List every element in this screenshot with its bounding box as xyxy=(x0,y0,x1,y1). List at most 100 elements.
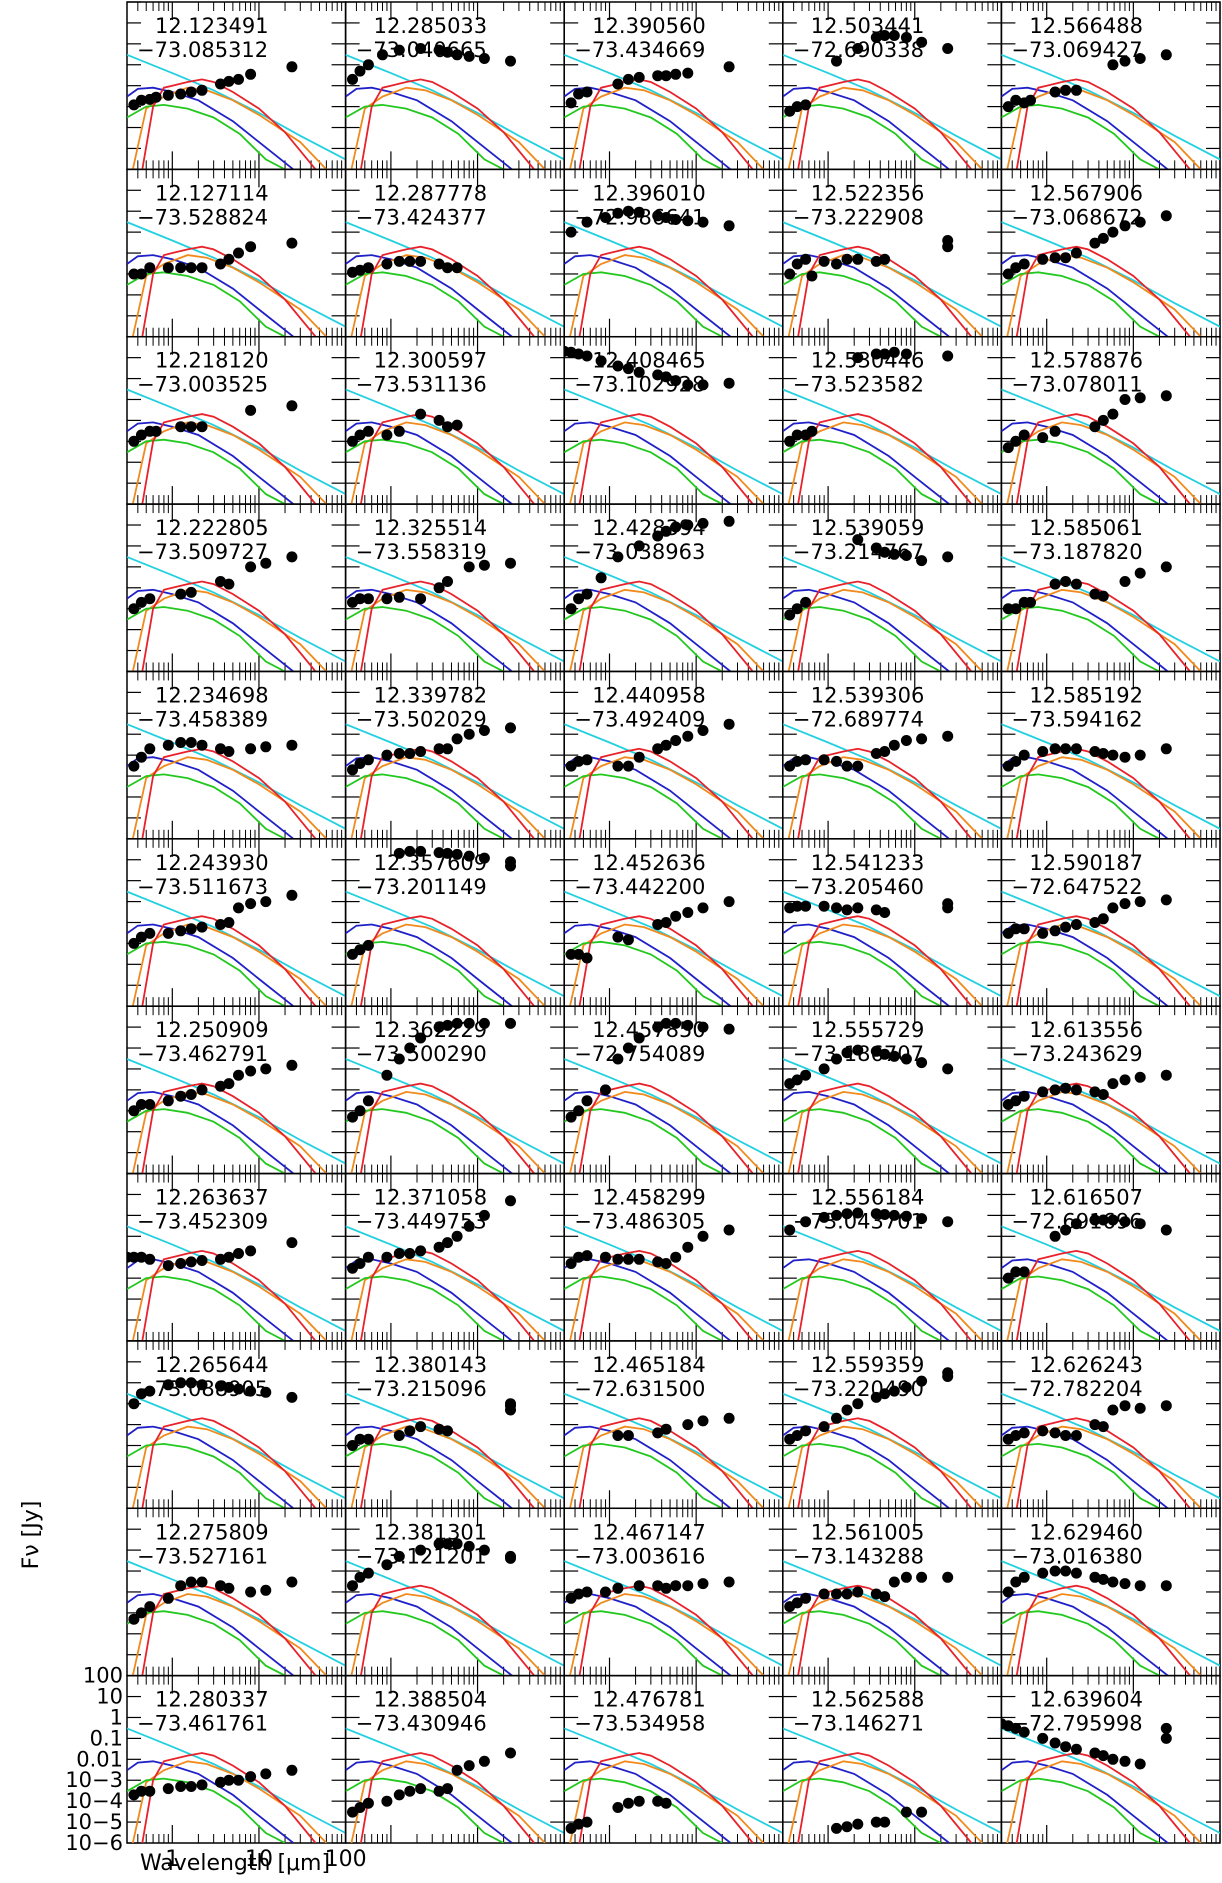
panel-ra-label: 12.287778 xyxy=(374,181,488,205)
data-point xyxy=(144,743,156,755)
data-point xyxy=(478,1755,490,1767)
model-curve-green xyxy=(1001,1442,1160,1509)
data-points xyxy=(565,1017,735,1123)
sed-panel: 12.265644−73.088905 xyxy=(126,1340,347,1510)
data-point xyxy=(286,1237,298,1249)
data-point xyxy=(150,425,162,437)
data-point xyxy=(633,71,645,83)
data-point xyxy=(888,1209,900,1221)
model-curve-blue xyxy=(345,923,513,1007)
model-curve-green xyxy=(1001,1275,1160,1341)
data-point xyxy=(215,1380,226,1392)
data-point xyxy=(697,1230,709,1242)
panel-ra-label: 12.503441 xyxy=(811,14,925,38)
panel-ra-label: 12.590187 xyxy=(1029,851,1143,875)
data-point xyxy=(652,743,664,755)
sed-panel: 12.539059−73.214767 xyxy=(782,503,1003,673)
data-point xyxy=(633,1795,645,1807)
model-curve-red xyxy=(797,78,973,170)
model-curve-blue xyxy=(782,86,950,170)
panel-dec-label: −73.531136 xyxy=(356,373,487,397)
data-point xyxy=(1107,1078,1119,1090)
sed-panel: 12.285033−73.040665 xyxy=(344,1,565,171)
data-point xyxy=(633,751,645,763)
data-point xyxy=(565,603,577,615)
data-point xyxy=(135,268,147,280)
data-point xyxy=(723,61,735,73)
data-point xyxy=(185,1256,197,1268)
data-point xyxy=(1134,1580,1146,1592)
panel-dec-label: −73.085312 xyxy=(137,38,268,62)
data-point xyxy=(128,1613,140,1625)
data-points xyxy=(128,1377,298,1410)
data-point xyxy=(175,1090,187,1102)
model-curve-blue xyxy=(564,1593,732,1676)
panel-ra-label: 12.380143 xyxy=(374,1353,488,1377)
data-point xyxy=(415,845,427,857)
model-curves xyxy=(345,556,565,672)
model-curve-green xyxy=(782,940,942,1007)
model-curve-cyan xyxy=(127,53,346,161)
data-point xyxy=(682,379,694,391)
sed-panel: 12.362229−73.500290 xyxy=(344,1005,565,1175)
data-points xyxy=(347,1398,516,1451)
data-points xyxy=(347,43,516,85)
data-point xyxy=(404,1248,416,1259)
panel-dec-label: −73.434669 xyxy=(574,38,705,62)
sed-panel: 12.396010−72.986641 xyxy=(563,168,784,338)
sed-panel: 12.275809−73.527161 xyxy=(126,1507,347,1677)
data-point xyxy=(1060,576,1072,587)
data-point xyxy=(1134,53,1146,64)
model-curve-red xyxy=(797,1417,973,1509)
data-point xyxy=(581,1586,593,1598)
panel-ra-label: 12.567906 xyxy=(1029,181,1143,205)
panel-dec-label: −73.043701 xyxy=(793,1210,924,1234)
data-point xyxy=(831,55,842,67)
data-point xyxy=(652,1256,664,1268)
model-curve-blue xyxy=(127,588,294,672)
model-curve-cyan xyxy=(564,1225,783,1332)
data-point xyxy=(1060,84,1072,96)
data-point xyxy=(888,1050,900,1062)
model-curve-cyan xyxy=(345,221,565,328)
data-point xyxy=(573,948,585,960)
panel-dec-label: −73.509727 xyxy=(137,540,268,564)
model-curves xyxy=(782,1727,1002,1843)
data-point xyxy=(442,576,453,587)
data-point xyxy=(581,216,593,228)
data-points xyxy=(565,515,735,615)
model-curve-red xyxy=(578,915,754,1007)
model-curves xyxy=(345,1560,565,1676)
sed-panel: 12.371058−73.449753 xyxy=(344,1172,565,1342)
data-point xyxy=(852,1044,864,1056)
sed-panel: 12.555729−73.186707 xyxy=(782,1005,1003,1175)
data-point xyxy=(162,739,174,751)
data-point xyxy=(1010,923,1022,935)
data-point xyxy=(1037,1086,1049,1098)
data-point xyxy=(215,1080,226,1092)
model-curve-green xyxy=(564,1777,723,1843)
data-point xyxy=(888,548,900,560)
data-point xyxy=(1060,1430,1072,1441)
data-point xyxy=(381,429,393,441)
model-curves xyxy=(782,1225,1002,1341)
data-point xyxy=(1160,561,1172,573)
model-curve-blue xyxy=(345,1090,513,1174)
data-point xyxy=(818,255,830,267)
data-point xyxy=(841,1047,853,1059)
data-point xyxy=(354,1105,366,1117)
data-point xyxy=(573,1251,585,1263)
data-points xyxy=(1002,390,1172,454)
data-point xyxy=(1018,1266,1030,1278)
data-point xyxy=(723,377,735,389)
data-points xyxy=(1002,1069,1172,1110)
data-point xyxy=(175,421,187,433)
panel-ra-label: 12.371058 xyxy=(374,1186,488,1210)
data-point xyxy=(879,1048,891,1060)
data-point xyxy=(1049,86,1061,98)
data-point xyxy=(393,1430,405,1441)
model-curve-red xyxy=(797,245,973,337)
data-point xyxy=(162,262,174,274)
data-point xyxy=(1089,1571,1101,1583)
model-curve-cyan xyxy=(127,1225,346,1332)
